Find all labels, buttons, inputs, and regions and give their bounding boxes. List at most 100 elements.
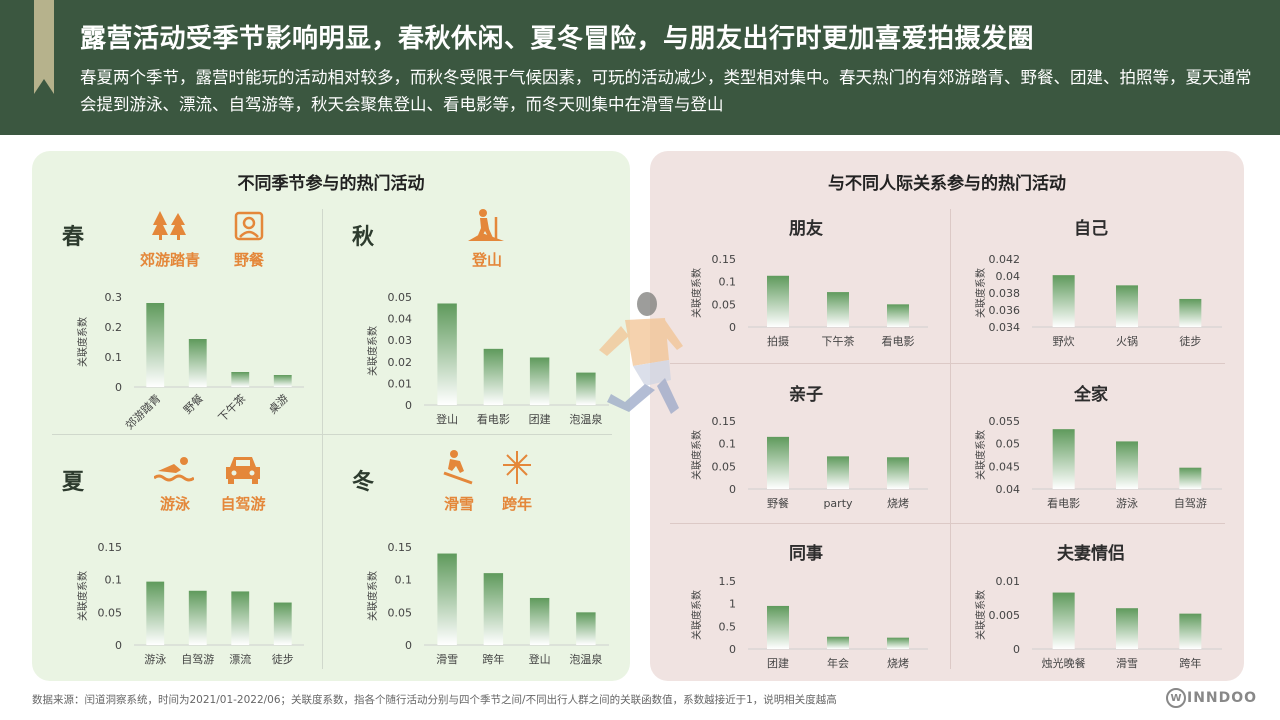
- header-banner: 露营活动受季节影响明显，春秋休闲、夏冬冒险，与朋友出行时更加喜爱拍摄发圈 春夏两…: [0, 0, 1280, 135]
- x-tick-label: 跨年: [1179, 656, 1201, 670]
- y-tick-label: 0.038: [989, 287, 1021, 300]
- x-tick-label: 郊游踏青: [122, 391, 163, 432]
- runner-illustration: [599, 292, 683, 414]
- autumn-bar-chart: 关联度系数 0 0.01 0.02 0.03 0.04 0.05 登山 看电影 团建 泡温泉: [366, 291, 609, 426]
- couple-bar-chart: 关联度系数 0 0.005 0.01 烛光晚餐 滑雪 跨年: [974, 575, 1222, 670]
- y-axis-label: 关联度系数: [690, 268, 703, 318]
- x-tick-label: 登山: [436, 412, 458, 426]
- season-panel: 不同季节参与的热门活动 春 郊游踏青 野餐 关联度系数 0 0.1 0.2 0.3 郊游踏…: [32, 151, 630, 681]
- parent-child-bar-chart: 关联度系数 0 0.05 0.1 0.15 野餐 party 烧烤: [690, 415, 928, 510]
- season-label-autumn: 秋: [352, 225, 375, 250]
- y-tick-label: 0: [115, 639, 122, 652]
- fireworks-icon: [503, 451, 531, 484]
- activity-label-summer-1: 游泳: [159, 495, 190, 513]
- relation-panel-title: 与不同人际关系参与的热门活动: [828, 174, 1066, 194]
- y-tick-label: 0.15: [98, 541, 123, 554]
- bar: [887, 304, 909, 327]
- y-tick-label: 0.01: [996, 575, 1021, 588]
- x-tick-label: 烧烤: [887, 496, 909, 510]
- spring-bar-chart: 关联度系数 0 0.1 0.2 0.3 郊游踏青 野餐 下午茶 桌游: [76, 291, 304, 432]
- relation-label-self: 自己: [1074, 219, 1108, 239]
- bar: [1052, 429, 1075, 489]
- y-tick-label: 0: [729, 321, 736, 334]
- y-tick-label: 0.03: [388, 334, 413, 347]
- x-tick-label: 野炊: [1053, 335, 1075, 348]
- bar: [1179, 467, 1202, 489]
- y-tick-label: 0.5: [719, 620, 737, 633]
- x-tick-label: 野餐: [767, 496, 789, 510]
- bar: [483, 573, 504, 645]
- y-tick-label: 0.15: [388, 541, 413, 554]
- season-panel-title: 不同季节参与的热门活动: [237, 174, 425, 194]
- season-label-winter: 冬: [352, 470, 375, 495]
- friends-bar-chart: 关联度系数 0 0.05 0.1 0.15 拍摄 下午茶 看电影: [690, 253, 928, 348]
- x-tick-label: 看电影: [882, 334, 915, 348]
- y-axis-label: 关联度系数: [366, 326, 379, 376]
- activity-label-winter-2: 跨年: [501, 495, 532, 513]
- y-tick-label: 0: [729, 483, 736, 496]
- bar: [887, 637, 909, 649]
- y-tick-label: 0.02: [388, 356, 413, 369]
- x-tick-label: 滑雪: [436, 653, 458, 666]
- y-tick-label: 0.15: [712, 415, 737, 428]
- relation-panel: 与不同人际关系参与的热门活动 朋友 自己 亲子 全家 同事 夫妻情侣 关联度系数…: [650, 151, 1244, 681]
- y-axis-label: 关联度系数: [76, 317, 89, 367]
- logo-text: INNDOO: [1187, 690, 1258, 706]
- bar: [1116, 441, 1138, 489]
- x-tick-label: 烧烤: [887, 656, 909, 670]
- y-tick-label: 0: [115, 381, 122, 394]
- bar: [827, 636, 849, 649]
- bar: [231, 591, 250, 645]
- y-tick-label: 0: [729, 643, 736, 656]
- y-tick-label: 1.5: [719, 575, 737, 588]
- bar: [437, 303, 457, 405]
- x-tick-label: 徒步: [1179, 334, 1201, 348]
- winter-bar-chart: 关联度系数 0 0.05 0.1 0.15 滑雪 跨年 登山 泡温泉: [366, 541, 609, 666]
- bar: [767, 436, 789, 489]
- x-tick-label: 泡温泉: [569, 652, 602, 666]
- relation-label-couple: 夫妻情侣: [1057, 544, 1125, 564]
- activity-label-autumn-1: 登山: [471, 251, 502, 269]
- relation-divider-horizontal-1: [670, 363, 1225, 364]
- bar: [483, 348, 504, 405]
- x-tick-label: 看电影: [1047, 496, 1080, 510]
- y-tick-label: 0: [1013, 643, 1020, 656]
- y-axis-label: 关联度系数: [974, 430, 987, 480]
- trees-icon: [152, 211, 186, 240]
- bar: [188, 339, 207, 387]
- relation-divider-vertical: [950, 209, 951, 669]
- y-tick-label: 1: [729, 598, 736, 611]
- y-tick-label: 0.036: [989, 304, 1021, 317]
- y-axis-label: 关联度系数: [690, 430, 703, 480]
- bar: [827, 292, 849, 327]
- y-tick-label: 0.05: [98, 606, 123, 619]
- y-axis-label: 关联度系数: [690, 590, 703, 640]
- x-tick-label: 泡温泉: [569, 412, 602, 426]
- bar: [1179, 613, 1202, 649]
- skier-icon: [443, 450, 473, 485]
- swimmer-icon: [154, 457, 194, 482]
- bar: [1052, 592, 1075, 649]
- relation-label-family: 全家: [1074, 385, 1108, 405]
- x-tick-label: 自驾游: [1174, 497, 1207, 510]
- x-tick-label: 游泳: [144, 652, 166, 666]
- page-subtitle: 春夏两个季节，露营时能玩的活动相对较多，而秋冬受限于气候因素，可玩的活动减少，类…: [80, 68, 1252, 114]
- bar: [767, 605, 789, 649]
- bar: [146, 581, 165, 645]
- activity-label-summer-2: 自驾游: [220, 495, 266, 513]
- bar: [273, 375, 292, 387]
- season-label-spring: 春: [62, 225, 85, 250]
- logo-mark: W: [1166, 688, 1186, 708]
- y-axis-label: 关联度系数: [974, 590, 987, 640]
- bar: [146, 303, 165, 387]
- bar: [827, 456, 849, 489]
- y-axis-label: 关联度系数: [76, 571, 89, 621]
- relation-divider-horizontal-2: [670, 523, 1225, 524]
- bar: [273, 602, 292, 645]
- bar: [1052, 275, 1075, 327]
- y-tick-label: 0.034: [989, 321, 1021, 334]
- relation-label-colleagues: 同事: [789, 544, 823, 564]
- x-tick-label: 野餐: [180, 391, 205, 416]
- x-tick-label: 漂流: [229, 652, 251, 666]
- x-tick-label: 游泳: [1116, 496, 1138, 510]
